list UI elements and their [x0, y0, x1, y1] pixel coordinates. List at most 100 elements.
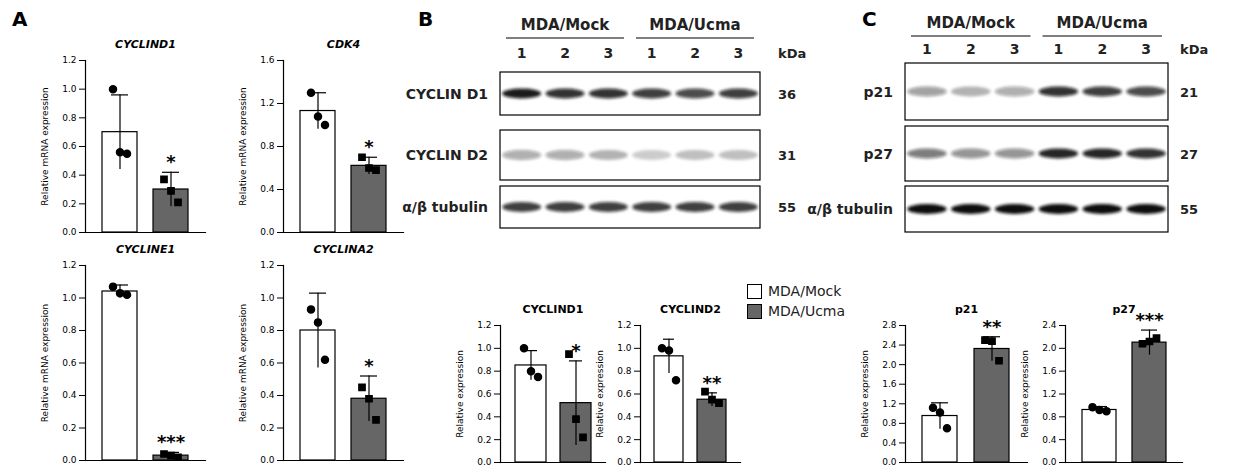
svg-text:CYCLIND1: CYCLIND1 — [523, 303, 584, 316]
svg-text:C: C — [862, 7, 877, 31]
svg-text:CYCLINA2: CYCLINA2 — [313, 243, 374, 256]
svg-text:1.2: 1.2 — [1042, 389, 1056, 399]
svg-text:1.0: 1.0 — [260, 293, 275, 303]
svg-text:0.0: 0.0 — [62, 227, 77, 237]
svg-text:Relative expression: Relative expression — [860, 350, 870, 438]
svg-text:0.0: 0.0 — [882, 457, 897, 467]
svg-text:α/β tubulin: α/β tubulin — [807, 201, 893, 217]
svg-text:1.2: 1.2 — [882, 399, 896, 409]
svg-text:1.2: 1.2 — [62, 260, 76, 270]
svg-text:0.8: 0.8 — [62, 325, 77, 335]
svg-text:0.2: 0.2 — [62, 423, 76, 433]
svg-text:MDA/Ucma: MDA/Ucma — [1057, 14, 1148, 32]
svg-text:0.4: 0.4 — [62, 390, 77, 400]
svg-text:MDA/Mock: MDA/Mock — [521, 16, 611, 34]
svg-text:1.2: 1.2 — [260, 98, 274, 108]
svg-text:0.8: 0.8 — [882, 418, 897, 428]
svg-text:21: 21 — [1180, 85, 1198, 100]
svg-text:0.2: 0.2 — [62, 199, 76, 209]
svg-text:55: 55 — [778, 200, 796, 215]
svg-text:1.2: 1.2 — [617, 320, 631, 330]
svg-text:**: ** — [983, 316, 1002, 337]
svg-text:Relative mRNA expression: Relative mRNA expression — [238, 87, 248, 205]
svg-text:0.8: 0.8 — [1042, 412, 1057, 422]
svg-text:p27: p27 — [1112, 303, 1135, 316]
svg-text:2.4: 2.4 — [1042, 320, 1057, 330]
svg-text:1.0: 1.0 — [62, 84, 77, 94]
svg-text:p27: p27 — [863, 146, 893, 162]
svg-text:2.0: 2.0 — [1042, 343, 1057, 353]
svg-text:3: 3 — [1141, 41, 1151, 57]
svg-text:Relative expression: Relative expression — [595, 350, 605, 438]
svg-text:0.8: 0.8 — [62, 113, 77, 123]
svg-text:2.4: 2.4 — [882, 340, 897, 350]
svg-text:0.0: 0.0 — [617, 457, 632, 467]
svg-text:1: 1 — [517, 45, 527, 61]
svg-text:MDA/Mock: MDA/Mock — [926, 14, 1016, 32]
svg-text:0.4: 0.4 — [260, 390, 275, 400]
svg-text:CYCLIND1: CYCLIND1 — [115, 38, 176, 51]
svg-text:0.6: 0.6 — [617, 389, 632, 399]
svg-text:2: 2 — [966, 41, 976, 57]
svg-text:MDA/Ucma: MDA/Ucma — [649, 16, 740, 34]
svg-text:3: 3 — [1010, 41, 1020, 57]
svg-text:2: 2 — [690, 45, 700, 61]
svg-text:2: 2 — [560, 45, 570, 61]
svg-text:0.6: 0.6 — [477, 389, 492, 399]
svg-text:1: 1 — [922, 41, 932, 57]
svg-text:0.8: 0.8 — [477, 366, 492, 376]
svg-text:CDK4: CDK4 — [327, 38, 360, 51]
svg-text:0.2: 0.2 — [477, 435, 491, 445]
svg-text:1.0: 1.0 — [477, 343, 492, 353]
svg-text:1.6: 1.6 — [1042, 366, 1057, 376]
svg-text:0.6: 0.6 — [260, 358, 275, 368]
svg-text:1: 1 — [647, 45, 657, 61]
svg-text:1.6: 1.6 — [882, 379, 897, 389]
svg-text:0.4: 0.4 — [1042, 435, 1057, 445]
svg-text:1.0: 1.0 — [62, 293, 77, 303]
svg-text:0.6: 0.6 — [62, 358, 77, 368]
svg-text:55: 55 — [1180, 202, 1198, 217]
svg-text:Relative expression: Relative expression — [1020, 350, 1030, 438]
svg-text:0.8: 0.8 — [617, 366, 632, 376]
svg-text:CYCLIN D2: CYCLIN D2 — [406, 147, 488, 163]
svg-text:2: 2 — [1097, 41, 1107, 57]
svg-text:0.2: 0.2 — [260, 423, 274, 433]
svg-text:Relative mRNA expression: Relative mRNA expression — [40, 87, 50, 205]
svg-text:36: 36 — [778, 87, 796, 102]
svg-text:p21: p21 — [955, 303, 978, 316]
svg-text:α/β tubulin: α/β tubulin — [402, 199, 488, 215]
svg-text:1.2: 1.2 — [477, 320, 491, 330]
svg-text:***: *** — [157, 431, 186, 452]
svg-text:0.0: 0.0 — [260, 227, 275, 237]
svg-text:1.2: 1.2 — [62, 55, 76, 65]
svg-text:0.0: 0.0 — [62, 455, 77, 465]
svg-text:1.0: 1.0 — [617, 343, 632, 353]
svg-text:0.8: 0.8 — [260, 325, 275, 335]
svg-text:0.4: 0.4 — [62, 170, 77, 180]
svg-text:0.0: 0.0 — [1042, 457, 1057, 467]
svg-text:0.4: 0.4 — [882, 438, 897, 448]
svg-text:CYCLINE1: CYCLINE1 — [116, 243, 175, 256]
svg-text:B: B — [418, 7, 433, 31]
svg-text:2.0: 2.0 — [882, 360, 897, 370]
svg-text:0.6: 0.6 — [62, 141, 77, 151]
svg-text:2.8: 2.8 — [882, 320, 897, 330]
svg-text:0.0: 0.0 — [477, 457, 492, 467]
svg-text:CYCLIN D1: CYCLIN D1 — [406, 86, 488, 102]
svg-text:kDa: kDa — [778, 46, 806, 61]
svg-text:1.6: 1.6 — [260, 55, 275, 65]
svg-text:**: ** — [703, 372, 722, 393]
svg-text:31: 31 — [778, 148, 796, 163]
svg-text:3: 3 — [733, 45, 743, 61]
svg-text:*: * — [166, 151, 176, 172]
svg-text:*: * — [571, 340, 581, 361]
svg-text:27: 27 — [1180, 147, 1198, 162]
svg-text:0.0: 0.0 — [260, 455, 275, 465]
svg-text:0.8: 0.8 — [260, 141, 275, 151]
svg-text:3: 3 — [603, 45, 613, 61]
svg-text:1: 1 — [1054, 41, 1064, 57]
svg-text:0.4: 0.4 — [477, 412, 492, 422]
svg-text:CYCLIND2: CYCLIND2 — [660, 303, 721, 316]
svg-text:p21: p21 — [863, 84, 893, 100]
